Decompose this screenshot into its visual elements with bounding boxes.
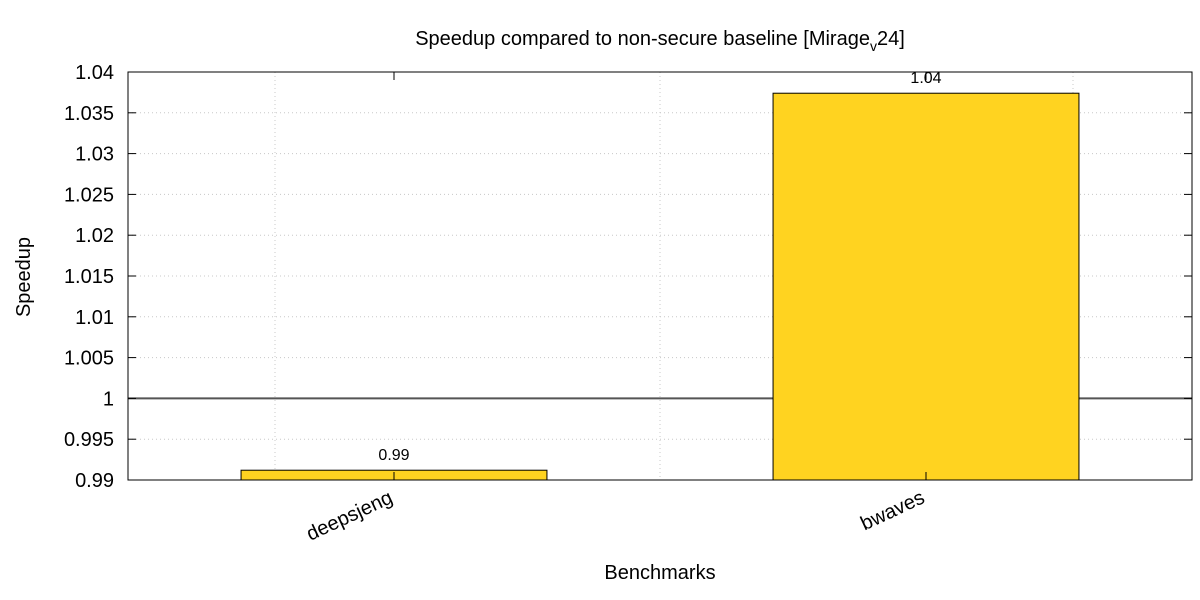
chart-title-end: 24] [877, 28, 905, 50]
data-label-deepsjeng: 0.99 [378, 447, 409, 464]
y-axis-title: Speedup [13, 237, 35, 317]
y-tick-label: 1.015 [64, 266, 114, 288]
bar-bwaves [772, 92, 1080, 481]
chart-title-subscript: v [870, 38, 877, 54]
y-tick-label: 1.035 [64, 103, 114, 125]
y-tick-label: 1 [103, 388, 114, 410]
chart-title: Speedup compared to non-secure baseline … [415, 28, 905, 54]
x-tick-label-deepsjeng: deepsjeng [303, 487, 396, 546]
bars-layer [240, 92, 1080, 481]
x-tick-label-bwaves: bwaves [857, 487, 928, 536]
y-tick-label: 1.03 [75, 144, 114, 166]
y-tick-label: 0.99 [75, 470, 114, 492]
y-tick-label: 1.04 [75, 62, 114, 84]
y-tick-label: 0.995 [64, 429, 114, 451]
y-axis-ticks: 0.99 0.995 1 1.005 1.01 1.015 1.02 1.025 1.03 1.0… [64, 62, 1192, 492]
y-tick-label: 1.01 [75, 307, 114, 329]
y-tick-label: 1.005 [64, 348, 114, 370]
x-axis-title: Benchmarks [604, 562, 715, 584]
y-tick-label: 1.025 [64, 184, 114, 206]
y-tick-label: 1.02 [75, 225, 114, 247]
chart-title-main: Speedup compared to non-secure baseline … [415, 28, 870, 50]
